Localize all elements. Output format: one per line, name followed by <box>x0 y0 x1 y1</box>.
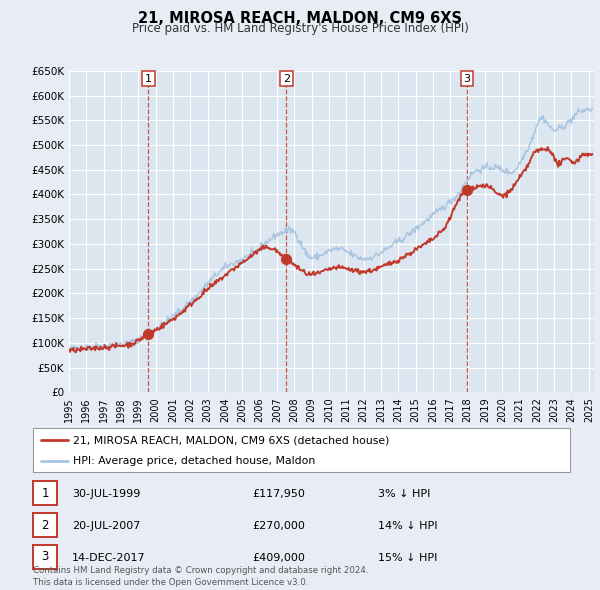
Text: 3: 3 <box>41 550 49 563</box>
Text: 30-JUL-1999: 30-JUL-1999 <box>72 489 140 499</box>
Text: HPI: Average price, detached house, Maldon: HPI: Average price, detached house, Mald… <box>73 456 316 466</box>
Text: 3: 3 <box>463 74 470 84</box>
Text: 21, MIROSA REACH, MALDON, CM9 6XS (detached house): 21, MIROSA REACH, MALDON, CM9 6XS (detac… <box>73 435 389 445</box>
Text: 1: 1 <box>41 487 49 500</box>
Text: 2: 2 <box>283 74 290 84</box>
Text: £117,950: £117,950 <box>252 489 305 499</box>
Text: 15% ↓ HPI: 15% ↓ HPI <box>378 553 437 562</box>
Text: 20-JUL-2007: 20-JUL-2007 <box>72 521 140 530</box>
Text: Price paid vs. HM Land Registry's House Price Index (HPI): Price paid vs. HM Land Registry's House … <box>131 22 469 35</box>
Text: 14-DEC-2017: 14-DEC-2017 <box>72 553 146 562</box>
Text: £409,000: £409,000 <box>252 553 305 562</box>
Text: 3% ↓ HPI: 3% ↓ HPI <box>378 489 430 499</box>
Text: £270,000: £270,000 <box>252 521 305 530</box>
Text: 21, MIROSA REACH, MALDON, CM9 6XS: 21, MIROSA REACH, MALDON, CM9 6XS <box>138 11 462 25</box>
Text: Contains HM Land Registry data © Crown copyright and database right 2024.
This d: Contains HM Land Registry data © Crown c… <box>33 566 368 587</box>
Text: 2: 2 <box>41 519 49 532</box>
Text: 1: 1 <box>145 74 152 84</box>
Text: 14% ↓ HPI: 14% ↓ HPI <box>378 521 437 530</box>
